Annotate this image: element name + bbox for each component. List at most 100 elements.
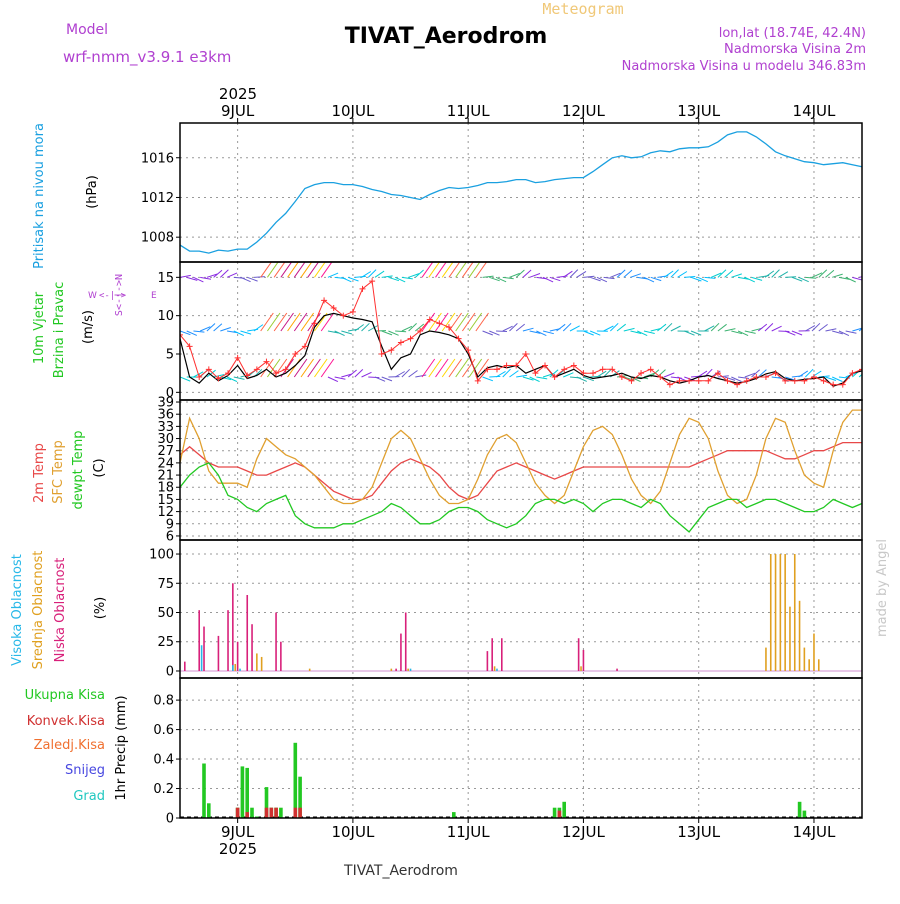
wind-arrow xyxy=(308,359,321,377)
y-tick-label: 15 xyxy=(157,271,174,286)
wind-arrow xyxy=(368,270,376,278)
wind-arrow xyxy=(456,359,469,377)
y-tick-label: 0.8 xyxy=(153,694,174,709)
wind-arrow xyxy=(476,313,489,331)
wind-arrow xyxy=(321,359,334,377)
wind-arrow xyxy=(644,331,655,334)
wind-arrow xyxy=(738,377,749,379)
wind-arrow xyxy=(590,376,601,377)
wind-arrow xyxy=(341,331,352,334)
wind-arrow xyxy=(805,277,816,278)
wind-arrow xyxy=(825,329,836,331)
wind-arrow xyxy=(684,277,695,278)
wind-arrow xyxy=(254,277,265,278)
precip-bar xyxy=(279,808,283,818)
temp-label-3: dewpt Temp xyxy=(71,430,86,509)
wind-arrow xyxy=(328,273,338,277)
wind-arrow xyxy=(193,331,204,332)
elevation-label: Nadmorska Visina 2m xyxy=(724,42,866,57)
precip-unit: 1hr Precip (mm) xyxy=(114,695,129,800)
y-tick-label: 0 xyxy=(166,664,174,679)
day-label-top: 13JUL xyxy=(677,102,720,120)
precip-bar xyxy=(245,812,249,818)
precip-bar xyxy=(803,811,807,818)
wind-arrow xyxy=(846,331,857,333)
wind-arrow xyxy=(624,328,635,331)
wind-arrow xyxy=(671,270,679,278)
model-elevation-label: Nadmorska Visina u modelu 346.83m xyxy=(622,59,866,74)
cloud-unit: (%) xyxy=(93,597,108,620)
precip-bar xyxy=(452,812,456,818)
temp-label-1: 2m Temp xyxy=(32,443,47,503)
wind-gust-point xyxy=(350,309,356,315)
wind-arrow xyxy=(812,371,821,377)
wind-arrow xyxy=(234,377,245,379)
wind-arrow xyxy=(725,329,736,331)
wind-arrow xyxy=(321,313,334,331)
wind-arrow xyxy=(422,313,435,331)
day-label-bottom: 13JUL xyxy=(677,823,720,841)
wind-arrow xyxy=(799,277,809,281)
wind-plot xyxy=(177,259,870,387)
wind-arrow xyxy=(214,270,222,277)
wind-arrow xyxy=(570,270,578,278)
wind-label-2: Brzina i Pravac xyxy=(52,282,67,379)
footer-title: TIVAT_Aerodrom xyxy=(343,863,458,879)
y-tick-label: 1016 xyxy=(141,151,174,166)
wind-gust-point xyxy=(590,370,596,376)
cloud-label-2: Srednja Oblacnost xyxy=(31,551,46,670)
wind-arrow xyxy=(362,323,370,331)
wind-arrow xyxy=(778,272,787,278)
wind-arrow xyxy=(772,326,782,331)
wind-arrow xyxy=(604,326,614,331)
coords-label: lon,lat (18.74E, 42.4N) xyxy=(719,26,866,41)
wind-arrow xyxy=(180,275,191,277)
wind-arrow xyxy=(778,331,789,332)
y-tick-label: 0 xyxy=(166,812,174,827)
precip-bar xyxy=(207,803,211,818)
wind-arrow xyxy=(496,331,507,332)
wind-arrow xyxy=(483,276,494,277)
wind-arrow xyxy=(805,369,813,377)
wind-arrow xyxy=(395,331,406,332)
wind-arrow xyxy=(294,359,307,377)
wind-arrow xyxy=(503,369,511,377)
y-tick-label: 0.2 xyxy=(153,782,174,797)
wind-arrow xyxy=(785,277,796,278)
compass-arrows: <-|-> xyxy=(99,291,127,301)
panel-border-0 xyxy=(180,123,862,262)
y-tick-label: 1008 xyxy=(141,231,174,246)
wind-arrow xyxy=(442,359,455,377)
pressure-title: Pritisak na nivou mora xyxy=(32,123,47,269)
wind-arrow xyxy=(523,328,534,331)
precip-bar xyxy=(558,811,562,818)
day-label-bottom: 14JUL xyxy=(793,823,836,841)
y-tick-label: 0.6 xyxy=(153,723,174,738)
wind-arrow xyxy=(704,326,714,331)
precip-bar xyxy=(294,808,298,818)
wind-arrow xyxy=(180,377,190,381)
app-label: Meteogram xyxy=(542,0,623,18)
wind-arrow xyxy=(415,375,426,377)
cloud-label-3: Niska Oblacnost xyxy=(53,558,68,663)
y-tick-label: 25 xyxy=(157,635,174,650)
wind-arrow xyxy=(503,277,514,278)
precip-bar xyxy=(562,802,566,818)
day-label-top: 11JUL xyxy=(447,102,490,120)
wind-arrow xyxy=(261,313,274,331)
wind-gust-point xyxy=(830,382,836,388)
wind-arrow xyxy=(362,372,372,377)
compass-e: E xyxy=(151,291,157,301)
precip-bar xyxy=(274,808,278,818)
temp-label-2: SFC Temp xyxy=(51,440,66,504)
wind-arrow xyxy=(530,274,540,278)
wind-arrow xyxy=(704,277,715,278)
wind-arrow xyxy=(678,272,687,278)
wind-arrow xyxy=(314,359,327,377)
wind-arrow xyxy=(671,326,681,331)
wind-gust-point xyxy=(686,378,692,384)
precip-bar xyxy=(553,808,557,818)
wind-gust-point xyxy=(792,378,798,384)
